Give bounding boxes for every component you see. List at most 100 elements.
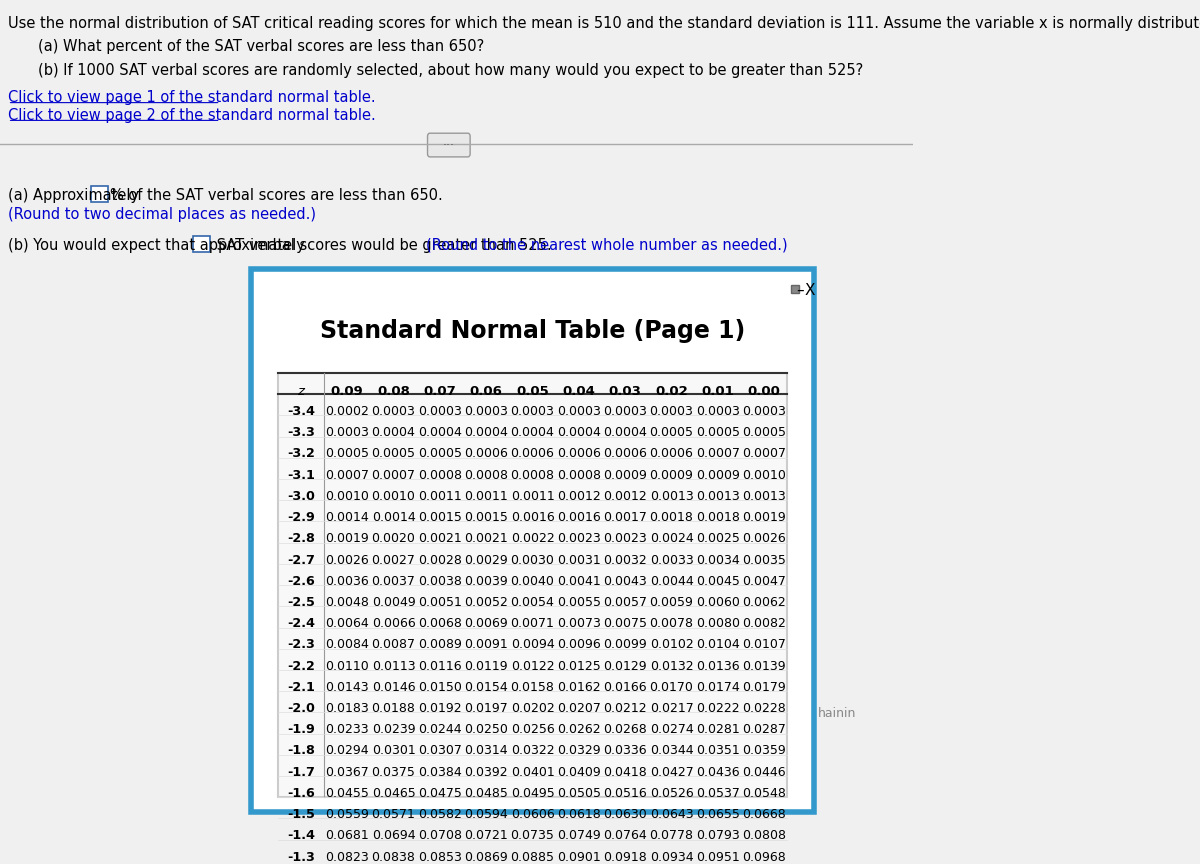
Text: 0.0154: 0.0154: [464, 681, 508, 694]
Text: 0.0043: 0.0043: [604, 575, 647, 588]
Text: 0.0526: 0.0526: [649, 787, 694, 800]
Text: 0.0150: 0.0150: [418, 681, 462, 694]
Text: 0.0021: 0.0021: [418, 532, 462, 545]
Text: 0.0048: 0.0048: [325, 596, 370, 609]
Text: Click to view page 1 of the standard normal table.: Click to view page 1 of the standard nor…: [7, 90, 376, 105]
FancyBboxPatch shape: [91, 187, 108, 202]
Text: 0.08: 0.08: [377, 384, 410, 397]
Text: 0.0618: 0.0618: [557, 808, 601, 821]
Text: 0.0003: 0.0003: [325, 426, 370, 439]
Text: 0.0051: 0.0051: [418, 596, 462, 609]
Text: -3.1: -3.1: [287, 468, 314, 482]
Text: 0.0005: 0.0005: [649, 426, 694, 439]
Text: 0.0012: 0.0012: [557, 490, 601, 503]
Text: 0.0006: 0.0006: [464, 448, 508, 461]
Text: 0.0301: 0.0301: [372, 745, 415, 758]
Text: 0.0643: 0.0643: [649, 808, 694, 821]
Text: 0.0329: 0.0329: [557, 745, 601, 758]
Text: -2.5: -2.5: [287, 596, 314, 609]
Text: 0.0028: 0.0028: [418, 554, 462, 567]
Text: 0.0901: 0.0901: [557, 850, 601, 863]
Text: 0.0505: 0.0505: [557, 787, 601, 800]
Text: 0.0778: 0.0778: [649, 829, 694, 842]
Text: 0.0197: 0.0197: [464, 702, 508, 715]
Text: 0.0307: 0.0307: [418, 745, 462, 758]
Text: 0.0002: 0.0002: [325, 405, 370, 418]
Text: 0.0005: 0.0005: [742, 426, 786, 439]
Text: 0.0401: 0.0401: [511, 766, 554, 778]
Text: 0.0606: 0.0606: [511, 808, 554, 821]
Text: 0.0170: 0.0170: [649, 681, 694, 694]
Text: 0.0217: 0.0217: [649, 702, 694, 715]
Text: (Round to the nearest whole number as needed.): (Round to the nearest whole number as ne…: [426, 238, 787, 253]
Text: 0.0037: 0.0037: [372, 575, 415, 588]
Text: 0.0044: 0.0044: [649, 575, 694, 588]
Text: 0.0793: 0.0793: [696, 829, 739, 842]
Text: 0.0017: 0.0017: [604, 511, 647, 524]
Text: (a) Approximately: (a) Approximately: [7, 188, 143, 203]
Text: 0.0004: 0.0004: [510, 426, 554, 439]
Text: 0.0003: 0.0003: [372, 405, 415, 418]
Text: hainin: hainin: [817, 707, 856, 720]
Text: 0.0010: 0.0010: [372, 490, 415, 503]
Text: 0.0008: 0.0008: [464, 468, 508, 482]
Text: 0.0005: 0.0005: [418, 448, 462, 461]
Text: 0.0010: 0.0010: [743, 468, 786, 482]
Text: 0.0125: 0.0125: [557, 659, 601, 673]
Text: 0.0080: 0.0080: [696, 617, 740, 630]
Text: 0.01: 0.01: [702, 384, 734, 397]
Text: 0.0003: 0.0003: [557, 405, 601, 418]
Text: 0.0010: 0.0010: [325, 490, 370, 503]
Text: 0.0006: 0.0006: [557, 448, 601, 461]
Text: (a) What percent of the SAT verbal scores are less than 650?: (a) What percent of the SAT verbal score…: [38, 40, 485, 54]
Text: 0.0005: 0.0005: [325, 448, 370, 461]
Text: 0.0351: 0.0351: [696, 745, 739, 758]
Text: -2.3: -2.3: [287, 638, 314, 651]
Text: 0.0082: 0.0082: [743, 617, 786, 630]
Text: 0.0212: 0.0212: [604, 702, 647, 715]
Text: 0.0192: 0.0192: [418, 702, 462, 715]
Text: 0.0003: 0.0003: [464, 405, 508, 418]
Text: 0.0069: 0.0069: [464, 617, 508, 630]
Text: 0.0694: 0.0694: [372, 829, 415, 842]
Text: 0.0027: 0.0027: [372, 554, 415, 567]
Text: % of the SAT verbal scores are less than 650.: % of the SAT verbal scores are less than…: [110, 188, 443, 203]
Text: 0.0024: 0.0024: [649, 532, 694, 545]
Text: 0.0003: 0.0003: [510, 405, 554, 418]
Text: 0.0119: 0.0119: [464, 659, 508, 673]
Text: 0.0008: 0.0008: [510, 468, 554, 482]
Text: 0.0475: 0.0475: [418, 787, 462, 800]
Text: 0.0009: 0.0009: [696, 468, 739, 482]
Text: 0.0054: 0.0054: [510, 596, 554, 609]
Text: -2.4: -2.4: [287, 617, 314, 630]
Text: 0.0359: 0.0359: [743, 745, 786, 758]
Text: SAT verbal scores would be greater than 525.: SAT verbal scores would be greater than …: [212, 238, 557, 253]
Text: 0.0084: 0.0084: [325, 638, 370, 651]
FancyBboxPatch shape: [277, 373, 787, 797]
Text: -2.9: -2.9: [287, 511, 314, 524]
Text: 0.0011: 0.0011: [464, 490, 508, 503]
Text: 0.0003: 0.0003: [604, 405, 647, 418]
Text: 0.0030: 0.0030: [510, 554, 554, 567]
Text: 0.0062: 0.0062: [743, 596, 786, 609]
Text: 0.0016: 0.0016: [557, 511, 601, 524]
Text: -2.0: -2.0: [287, 702, 314, 715]
Text: 0.0174: 0.0174: [696, 681, 739, 694]
Text: 0.0162: 0.0162: [557, 681, 601, 694]
Text: 0.0064: 0.0064: [325, 617, 370, 630]
Text: 0.0764: 0.0764: [604, 829, 647, 842]
Text: –: –: [797, 283, 804, 298]
Text: -1.5: -1.5: [287, 808, 314, 821]
Text: 0.0003: 0.0003: [418, 405, 462, 418]
Text: (b) You would expect that approximately: (b) You would expect that approximately: [7, 238, 310, 253]
Text: X: X: [805, 283, 816, 298]
Text: 0.0071: 0.0071: [510, 617, 554, 630]
Text: 0.0003: 0.0003: [696, 405, 739, 418]
Text: 0.0008: 0.0008: [418, 468, 462, 482]
Text: ···: ···: [443, 138, 455, 151]
Text: 0.0268: 0.0268: [604, 723, 647, 736]
Text: 0.0006: 0.0006: [649, 448, 694, 461]
Text: 0.0040: 0.0040: [510, 575, 554, 588]
Text: 0.0968: 0.0968: [743, 850, 786, 863]
Text: 0.0166: 0.0166: [604, 681, 647, 694]
